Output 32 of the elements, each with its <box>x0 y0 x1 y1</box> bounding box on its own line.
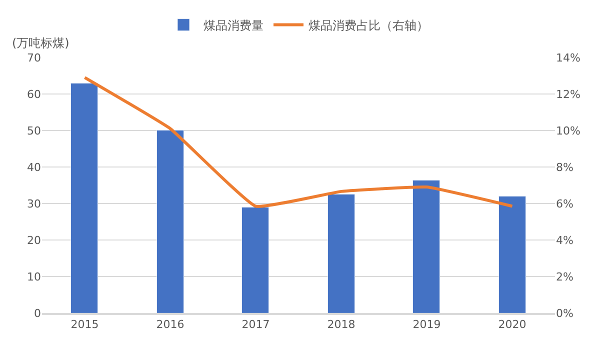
legend-label: 煤品消费占比（右轴） <box>308 18 428 32</box>
y-tick-label: 30 <box>27 197 41 210</box>
y-tick-label: 40 <box>27 160 41 174</box>
x-tick-label: 2018 <box>327 318 356 332</box>
y-tick-label: 60 <box>27 88 41 101</box>
x-tick-label: 2019 <box>412 318 441 332</box>
x-tick-label: 2020 <box>498 318 526 332</box>
bar <box>156 130 184 313</box>
y2-tick-label: 6% <box>556 197 574 210</box>
y2-tick-label: 12% <box>556 88 580 101</box>
y-tick-label: 0 <box>34 306 41 320</box>
legend-label: 煤品消费量 <box>204 18 264 32</box>
y-axis-title: (万吨标煤) <box>12 36 70 50</box>
y2-tick-label: 8% <box>556 160 574 174</box>
bar <box>412 180 440 313</box>
y2-tick-label: 2% <box>556 270 574 284</box>
x-tick-label: 2017 <box>242 318 270 332</box>
y2-tick-label: 0% <box>556 306 574 320</box>
x-tick-label: 2016 <box>156 318 184 332</box>
y2-tick-label: 4% <box>556 234 574 247</box>
line-series <box>83 76 514 208</box>
x-tick-label: 2015 <box>70 318 99 332</box>
y-tick-label: 20 <box>27 234 41 247</box>
bar <box>242 206 269 313</box>
y-tick-label: 10 <box>27 270 41 284</box>
bar <box>498 196 526 313</box>
y2-tick-label: 10% <box>556 124 580 138</box>
bar <box>328 194 355 313</box>
y-tick-label: 70 <box>27 51 41 64</box>
y-tick-label: 50 <box>27 124 41 138</box>
bar <box>70 82 98 313</box>
y2-tick-label: 14% <box>556 51 580 64</box>
